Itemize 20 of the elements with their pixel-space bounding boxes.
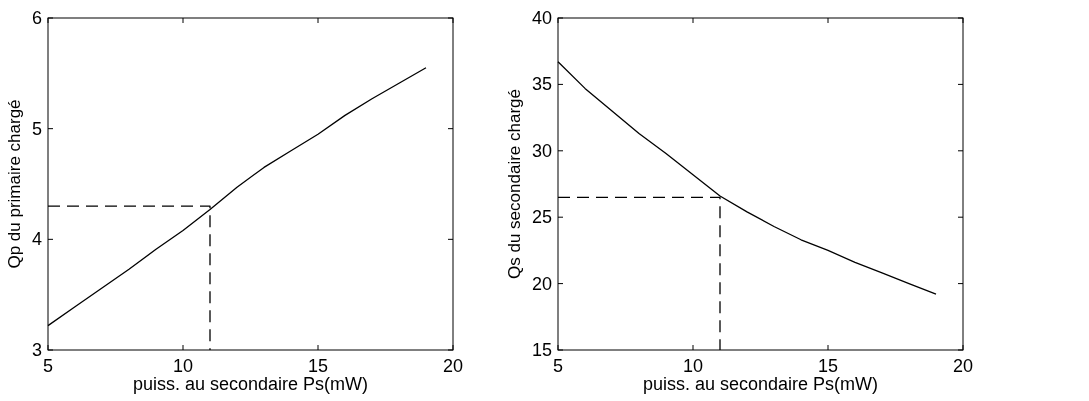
y-tick-label: 30 [531, 140, 552, 161]
x-tick-label: 20 [952, 356, 974, 376]
y-tick-label: 4 [31, 229, 42, 250]
y-tick-label: 40 [531, 8, 552, 28]
x-tick-label: 10 [172, 356, 194, 376]
y-tick-label: 25 [531, 207, 552, 228]
y-tick-label: 35 [531, 74, 552, 95]
x-axis-title: puiss. au secondaire Ps(mW) [132, 374, 369, 394]
x-axis-title: puiss. au secondaire Ps(mW) [642, 374, 879, 394]
x-tick-label: 20 [442, 356, 464, 376]
y-tick-label: 3 [31, 340, 42, 360]
y-tick-label: 15 [531, 340, 552, 360]
y-tick-label: 6 [31, 8, 42, 28]
x-tick-label: 10 [682, 356, 704, 376]
y-axis-title: Qs du secondaire chargé [505, 89, 524, 279]
x-tick-label: 15 [307, 356, 329, 376]
y-axis-title: Qp du primaire chargé [5, 99, 24, 269]
x-tick-label: 15 [817, 356, 839, 376]
y-tick-label: 5 [31, 118, 42, 139]
y-tick-label: 20 [531, 273, 552, 294]
